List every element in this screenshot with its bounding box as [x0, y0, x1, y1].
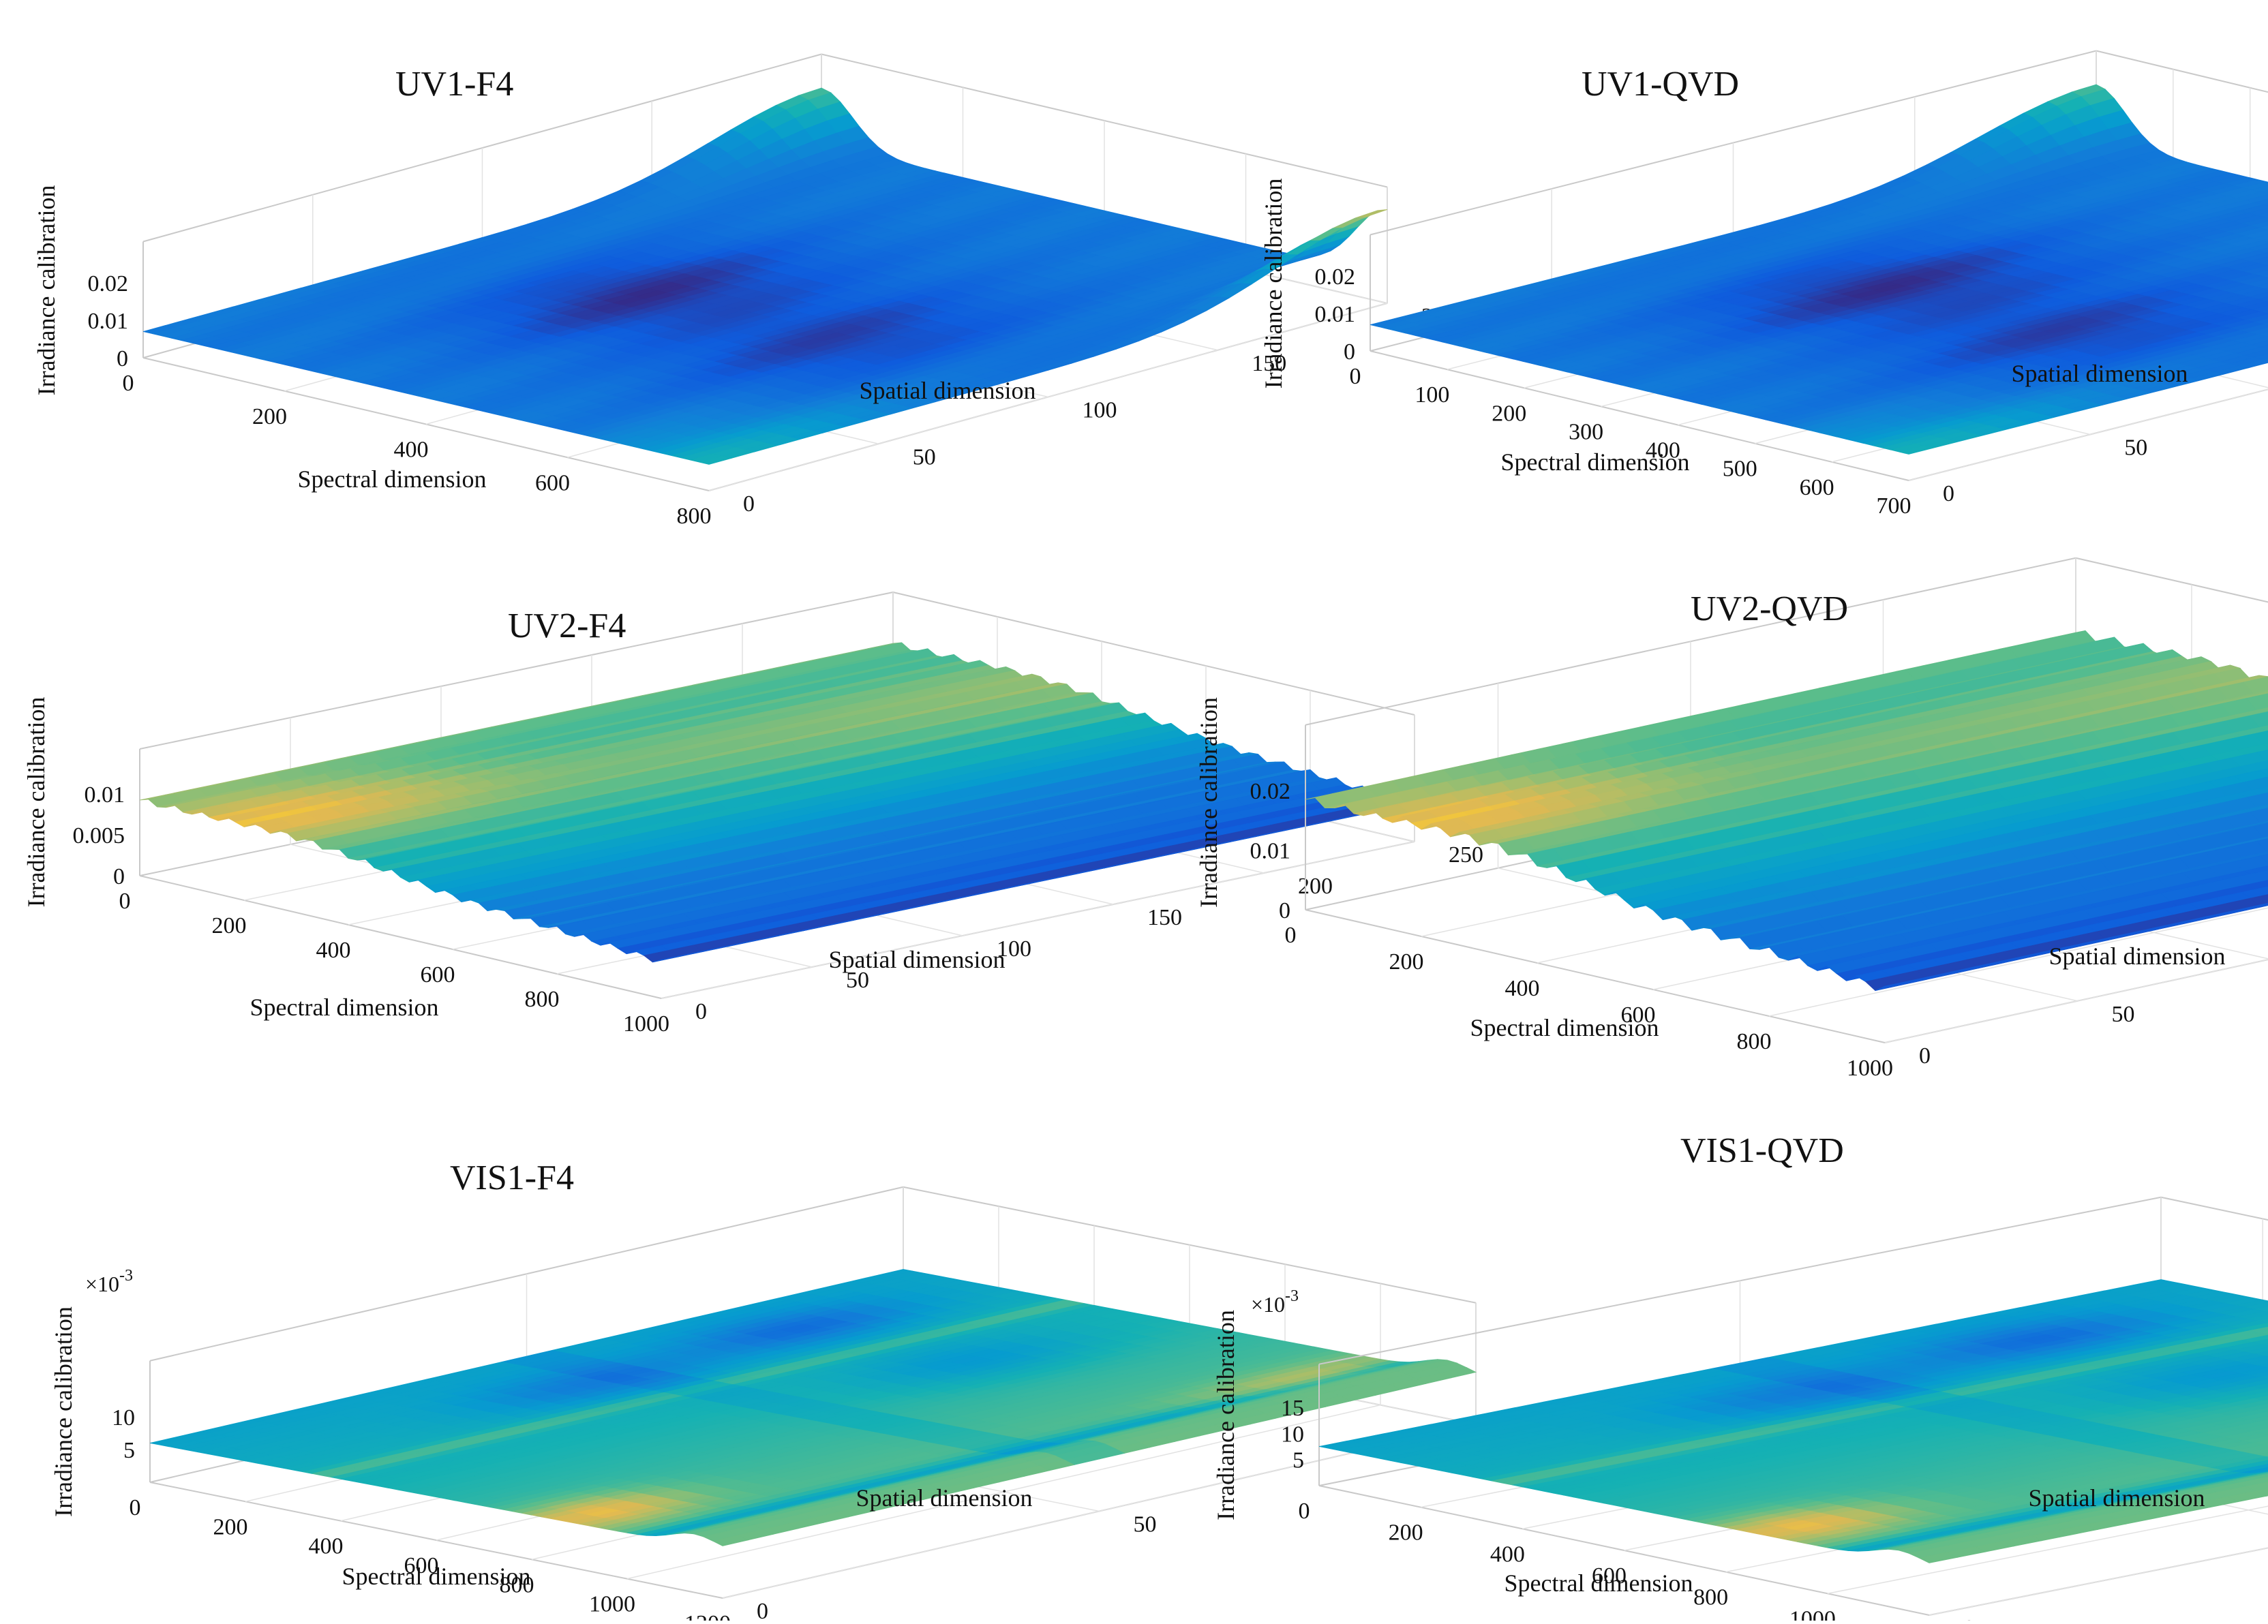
z-tick-label: 0.01 [1315, 302, 1356, 327]
y-axis-label: Spatial dimension [860, 377, 1036, 404]
y-tick-label: 0 [743, 491, 755, 517]
z-tick-label: 0 [117, 346, 128, 371]
z-tick-label: 0.01 [88, 309, 129, 334]
x-tick-label: 300 [1569, 419, 1603, 444]
x-axis-label: Spectral dimension [298, 465, 487, 493]
surface-patch [1355, 210, 1387, 218]
x-tick-label: 700 [1877, 493, 1911, 519]
y-tick-label: 100 [1083, 398, 1117, 423]
surface-3 [140, 643, 1415, 962]
surface-2 [1370, 85, 2268, 455]
x-tick-label: 600 [1800, 475, 1834, 500]
y-tick-label: 0 [1943, 481, 1954, 506]
z-tick-label: 0.02 [1315, 264, 1356, 290]
x-tick-label: 100 [1415, 382, 1449, 408]
x-tick-label: 800 [677, 504, 712, 529]
surface-1 [143, 88, 1387, 465]
z-axis-label: Irradiance calibration [33, 185, 60, 396]
y-tick-label: 50 [2124, 435, 2147, 461]
panel-title: UV1-F4 [395, 65, 513, 104]
x-tick-label: 200 [1492, 401, 1526, 426]
x-tick-label: 200 [252, 404, 287, 429]
x-tick-label: 0 [123, 371, 134, 396]
y-tick-label: 50 [913, 444, 936, 470]
x-tick-label: 600 [535, 470, 570, 495]
x-tick-label: 400 [394, 438, 429, 463]
x-tick-label: 0 [1350, 364, 1361, 389]
x-axis-label: Spectral dimension [1501, 448, 1690, 476]
y-axis-label: Spatial dimension [2012, 360, 2188, 387]
panel-title: UV1-QVD [1582, 65, 1739, 104]
panel-2: 010020030040050060070005010015020000.010… [1260, 51, 2268, 519]
x-tick-label: 500 [1723, 457, 1757, 482]
z-tick-label: 0.02 [88, 271, 129, 296]
z-tick-label: 0 [1344, 339, 1355, 365]
panel-1: 020040060080005010015020000.010.02Spectr… [33, 55, 1456, 530]
z-axis-label: Irradiance calibration [1260, 179, 1287, 389]
